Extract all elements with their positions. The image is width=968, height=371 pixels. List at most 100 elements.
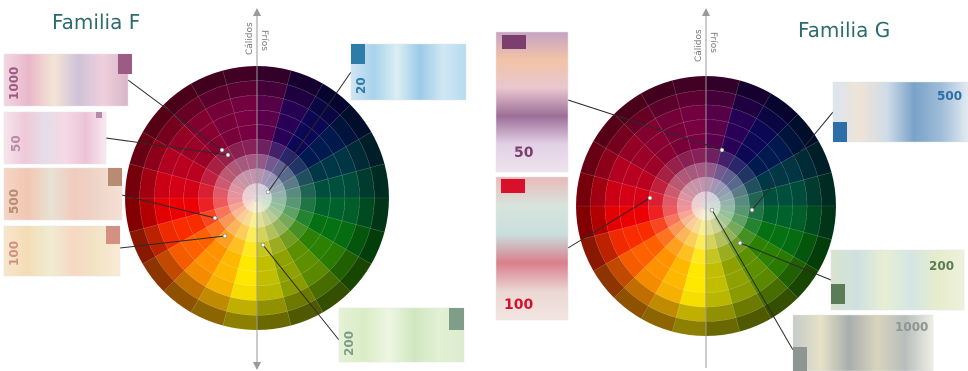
wheel-cell (142, 104, 175, 140)
wheel-cell (355, 197, 375, 229)
note-number: 500 (937, 89, 962, 103)
temperature-axis-g: Cálidos Fríos (694, 8, 718, 368)
note-swatch-200: 200 (737, 240, 965, 311)
wheel-cell (168, 174, 187, 199)
pointer-line (711, 209, 794, 351)
wheel-cell (683, 119, 707, 137)
cool-label-f: Fríos (259, 30, 269, 51)
wheel-cell (643, 234, 666, 258)
note-tab (106, 226, 120, 244)
wheel-cell (763, 93, 799, 125)
pointer-line (262, 244, 340, 341)
note-tab (793, 347, 807, 371)
note-number: 100 (504, 297, 533, 313)
wheel-cell (720, 168, 737, 186)
pointer-line (567, 197, 651, 249)
note-swatch-500: 500 (3, 167, 218, 221)
wheel-cell (705, 275, 729, 293)
wheel-cell (173, 270, 207, 300)
cool-label-g: Fríos (708, 32, 718, 53)
pointer-line (739, 242, 832, 281)
wheel-cell (775, 205, 793, 229)
wheel-cell (194, 121, 221, 147)
wheel-cell (263, 208, 279, 224)
wheel-cell (327, 197, 346, 222)
pointer-dot (219, 147, 225, 153)
note-swatch-100: 100 (3, 225, 228, 277)
note-number: 1000 (7, 67, 21, 100)
wheel-cell (675, 226, 692, 244)
wheel-cell (233, 268, 258, 287)
family-f-title: Familia F (52, 10, 141, 34)
pointer-dot (719, 147, 725, 153)
wheel-cell (748, 118, 778, 146)
note-strip (3, 53, 129, 107)
wheel-cell (139, 167, 159, 199)
note-number: 500 (7, 189, 21, 214)
wheel-cell (233, 109, 258, 128)
pointer-dot (647, 195, 653, 201)
pointer-line (567, 99, 723, 151)
wheel-cell (672, 317, 707, 337)
pointer-dot (709, 207, 715, 213)
note-tab (501, 179, 525, 193)
note-number: 50 (9, 135, 23, 152)
note-swatch-50: 50 (495, 31, 725, 173)
pointer-dot (222, 233, 228, 239)
wheel-cell (222, 311, 258, 331)
pointer-dot (225, 152, 231, 158)
note-swatches: 1000 50 500 100 20 200 50 100 500 200 1000 (3, 31, 968, 371)
color-wheel-f (124, 65, 390, 331)
wheel-cell (226, 296, 258, 316)
wheel-cell (339, 104, 372, 140)
pointer-dot (737, 240, 743, 246)
note-swatch-200: 200 (260, 242, 465, 363)
color-wheel-g (575, 75, 837, 337)
wheel-cell (320, 153, 343, 180)
wheel-cell (683, 275, 707, 293)
note-swatch-500: 500 (749, 81, 968, 213)
wheel-cell (654, 143, 678, 166)
wheel-cell (256, 268, 281, 287)
wheel-cell (593, 113, 625, 149)
pointer-dot (212, 215, 218, 221)
pointer-dot (749, 207, 755, 213)
wheel-cell (761, 205, 779, 225)
wheel-cell (677, 191, 694, 203)
note-strip (3, 167, 123, 221)
note-strip (832, 81, 968, 143)
temperature-axis-f: Cálidos Fríos (245, 8, 269, 370)
wheel-cell (619, 183, 637, 207)
note-swatch-100: 100 (495, 176, 653, 321)
note-tab (502, 35, 526, 49)
pointer-dot (265, 189, 271, 195)
wheel-cell (619, 205, 637, 229)
note-number: 50 (514, 145, 534, 161)
wheel-cell (256, 109, 281, 128)
note-number: 200 (929, 259, 954, 273)
wheel-cell (212, 112, 239, 135)
pointer-line (119, 235, 226, 249)
note-swatch-20: 20 (265, 43, 467, 195)
note-strip (495, 176, 569, 321)
pointer-line (127, 79, 223, 151)
wheel-cell (613, 287, 649, 319)
pointer-line (751, 111, 834, 211)
note-tab (351, 44, 365, 64)
wheel-cell (718, 209, 735, 221)
warm-label-g: Cálidos (694, 29, 704, 62)
wheel-cell (370, 197, 390, 233)
note-tab (96, 112, 102, 118)
wheel-cell (275, 261, 302, 284)
note-tab (449, 308, 464, 330)
note-strip (3, 111, 107, 165)
wheel-cell (293, 249, 320, 275)
wheel-cell (763, 287, 799, 319)
wheel-cell (746, 154, 769, 178)
wheel-cell (705, 119, 729, 137)
wheel-cell (775, 183, 793, 207)
note-number: 20 (354, 77, 368, 94)
wheel-cell (235, 172, 251, 188)
pointer-line (121, 194, 216, 219)
pointer-line (267, 71, 352, 193)
